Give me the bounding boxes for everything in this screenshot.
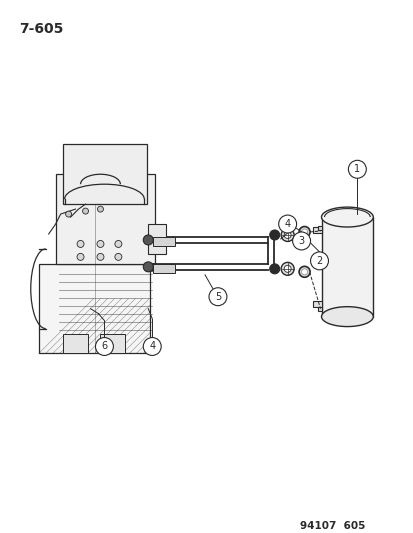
Bar	[62, 334, 87, 353]
Circle shape	[143, 235, 153, 245]
Bar	[317, 226, 321, 230]
Circle shape	[115, 240, 121, 247]
Text: 7-605: 7-605	[19, 22, 63, 36]
Text: 1: 1	[354, 164, 360, 174]
Bar	[312, 227, 322, 233]
Circle shape	[348, 160, 366, 178]
Circle shape	[115, 253, 121, 261]
Text: 2: 2	[316, 256, 322, 266]
Circle shape	[97, 206, 103, 212]
Bar	[148, 224, 166, 254]
Circle shape	[278, 215, 296, 233]
Bar	[62, 144, 147, 204]
Circle shape	[65, 211, 71, 217]
Bar	[321, 217, 373, 317]
Circle shape	[269, 230, 279, 240]
Circle shape	[97, 253, 104, 261]
Circle shape	[209, 288, 226, 305]
Bar	[39, 264, 150, 353]
Circle shape	[143, 337, 161, 356]
Circle shape	[95, 337, 113, 356]
Circle shape	[280, 229, 293, 241]
Circle shape	[269, 264, 279, 274]
Ellipse shape	[321, 207, 373, 227]
Circle shape	[310, 252, 328, 270]
Bar	[100, 334, 125, 353]
Circle shape	[283, 265, 290, 272]
Ellipse shape	[321, 306, 373, 327]
Circle shape	[292, 232, 310, 250]
Text: 5: 5	[214, 292, 221, 302]
Circle shape	[301, 269, 307, 275]
Text: 3: 3	[298, 236, 304, 246]
Circle shape	[298, 227, 309, 238]
Circle shape	[283, 231, 290, 238]
Text: 6: 6	[101, 342, 107, 351]
Bar	[55, 174, 155, 264]
Circle shape	[298, 266, 309, 277]
Bar	[153, 264, 175, 273]
Bar	[153, 237, 175, 246]
Circle shape	[280, 262, 293, 276]
Bar	[312, 301, 322, 306]
Text: 4: 4	[284, 219, 290, 229]
Circle shape	[301, 229, 307, 235]
Circle shape	[143, 262, 153, 272]
Circle shape	[77, 240, 84, 247]
Text: 94107  605: 94107 605	[299, 521, 364, 531]
Circle shape	[77, 253, 84, 261]
Circle shape	[97, 240, 104, 247]
Text: 4: 4	[149, 342, 155, 351]
Circle shape	[82, 208, 88, 214]
Bar	[317, 306, 321, 311]
